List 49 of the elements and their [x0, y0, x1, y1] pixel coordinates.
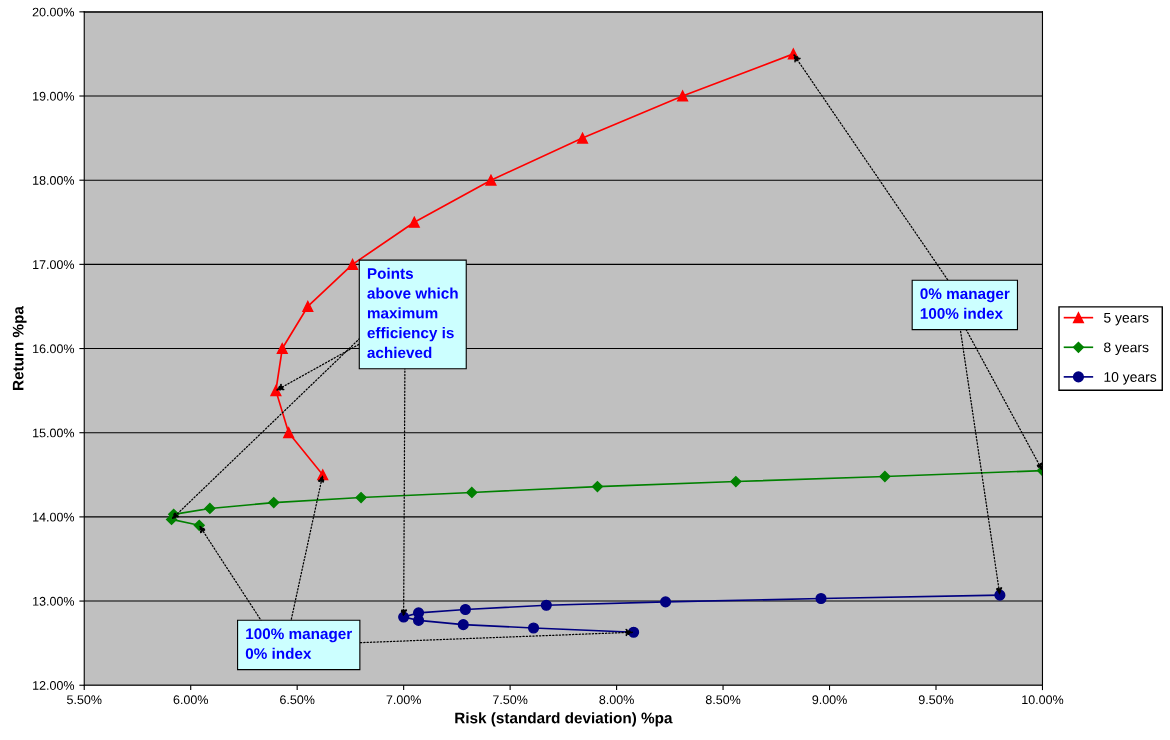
x-tick-label: 8.00% [599, 695, 634, 705]
point [283, 427, 295, 439]
x-tick-label: 6.50% [280, 695, 315, 705]
point [540, 599, 552, 611]
point [591, 480, 604, 493]
x-tick-label: 8.50% [705, 695, 741, 705]
legend-label: 5 years [1104, 312, 1149, 326]
point [815, 592, 827, 605]
annotation: Points above which maximum efficiency is achieved [367, 267, 458, 359]
y-tick-label: 20.00% [32, 7, 75, 17]
legend-label: 10 years [1104, 372, 1157, 385]
point [730, 475, 742, 488]
x-tick-label: 9.00% [812, 695, 847, 705]
y-tick-label: 12.00% [33, 681, 75, 690]
x-tick-label: 5.50% [67, 695, 102, 705]
annotation: 0% manager 100% index [920, 288, 1010, 319]
point [576, 132, 589, 144]
y-tick-label: 18.00% [33, 175, 75, 185]
x-tick-label: 7.00% [386, 695, 421, 705]
point [302, 300, 314, 313]
point [677, 90, 689, 102]
x-tick-label: 9.50% [918, 695, 954, 705]
x-axis-title: Risk (standard deviation) %pa [455, 712, 673, 727]
point [270, 385, 282, 397]
point [466, 486, 478, 499]
annotation: 100% manager 0% index [245, 628, 352, 659]
legend-label: 8 years [1104, 342, 1149, 356]
y-tick-label: 16.00% [33, 344, 75, 354]
point [204, 502, 216, 515]
y-tick-label: 17.00% [33, 260, 75, 270]
point [408, 216, 420, 228]
point [355, 491, 367, 504]
point [459, 603, 471, 616]
point [527, 622, 540, 634]
point [346, 258, 359, 270]
point [276, 342, 288, 355]
point [485, 174, 497, 186]
y-tick-label: 19.00% [33, 91, 75, 101]
x-tick-label: 10.00% [1022, 695, 1064, 705]
x-tick-label: 7.50% [493, 695, 528, 705]
y-axis-title: Return %pa [12, 306, 27, 390]
point [879, 470, 891, 483]
y-tick-label: 13.00% [33, 596, 75, 606]
point [268, 496, 280, 509]
point [457, 619, 469, 631]
point [660, 596, 672, 608]
x-tick-label: 6.00% [173, 695, 208, 705]
y-tick-label: 15.00% [33, 428, 75, 438]
y-tick-label: 14.00% [33, 512, 75, 522]
